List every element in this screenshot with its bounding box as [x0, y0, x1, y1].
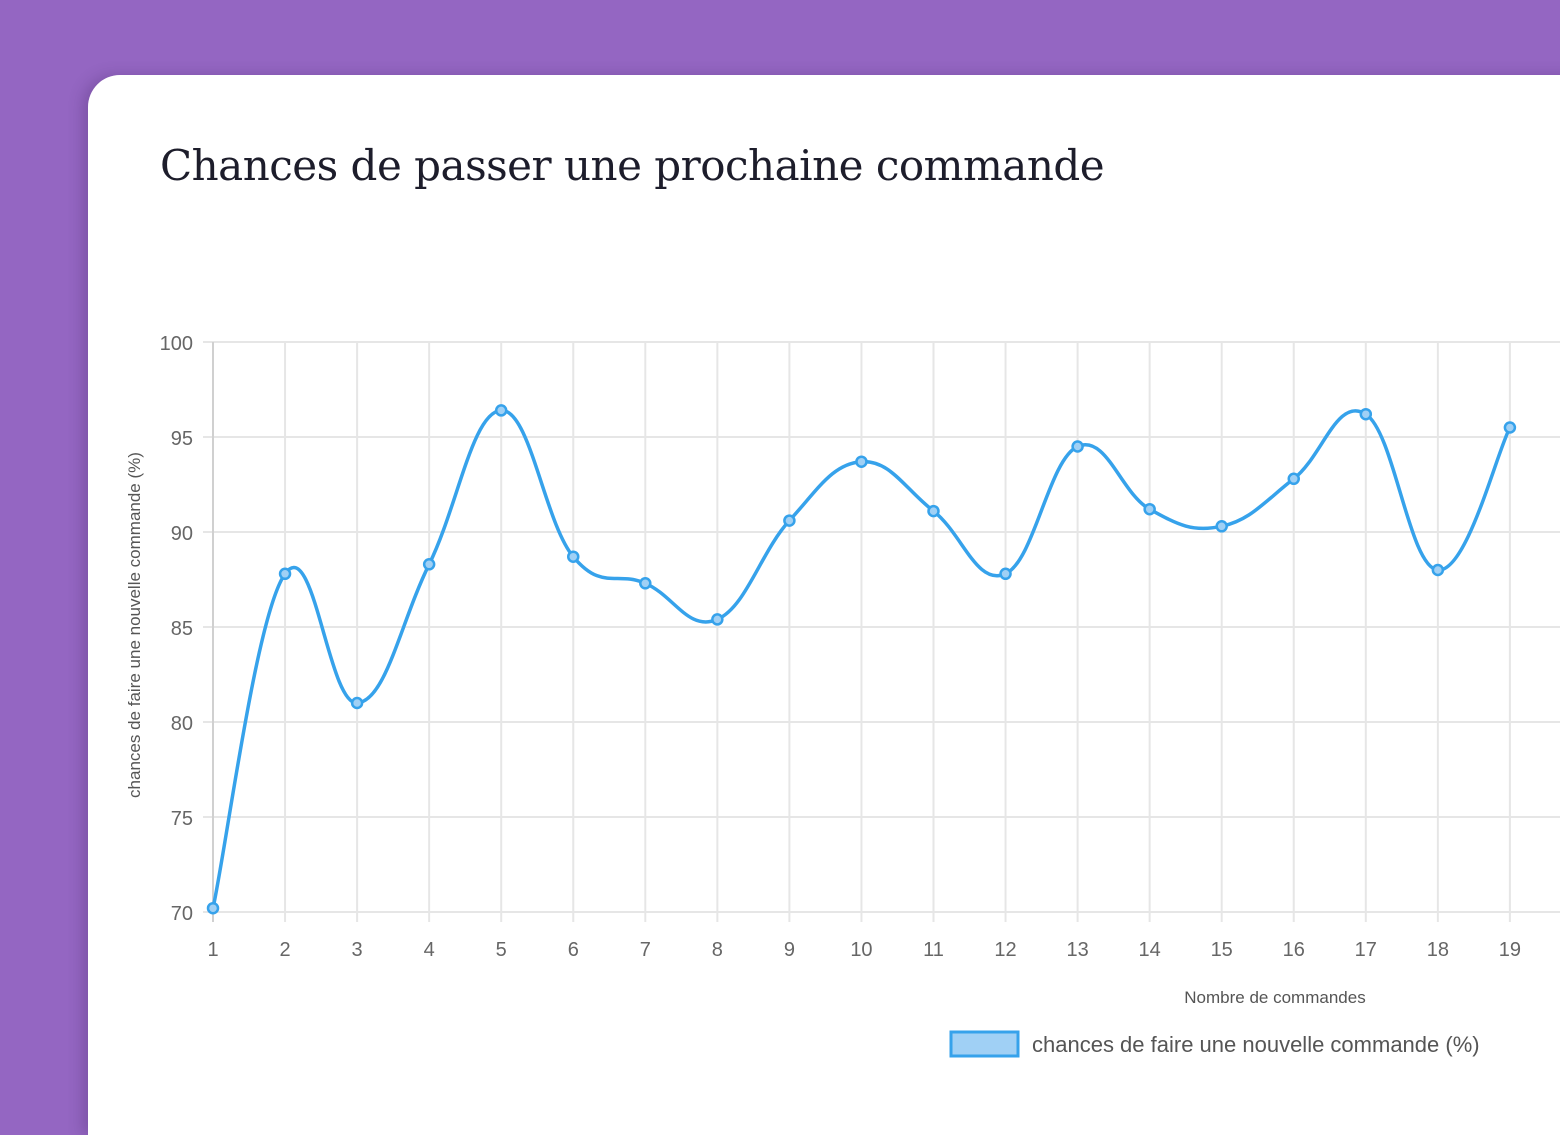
x-tick-label: 11 — [923, 939, 944, 961]
data-point[interactable] — [278, 567, 292, 581]
y-tick-label: 95 — [171, 428, 193, 450]
x-tick-label: 12 — [994, 939, 1016, 961]
data-point[interactable] — [1215, 520, 1228, 533]
legend-label[interactable]: chances de faire une nouvelle commande (… — [1032, 1032, 1480, 1057]
x-tick-label: 2 — [279, 939, 290, 961]
grid — [203, 341, 1560, 922]
legend[interactable]: chances de faire une nouvelle commande (… — [949, 1030, 1480, 1058]
x-tick-label: 13 — [1066, 939, 1088, 961]
data-point[interactable] — [711, 613, 724, 626]
y-tick-label: 80 — [171, 713, 193, 735]
data-point[interactable] — [422, 558, 436, 571]
data-point[interactable] — [1287, 472, 1300, 486]
y-tick-label: 100 — [160, 333, 193, 355]
x-tick-label: 6 — [568, 939, 579, 961]
chart-card: Chances de passer une prochaine commande… — [88, 75, 1560, 1135]
x-tick-label: 9 — [784, 939, 795, 961]
x-tick-label: 19 — [1499, 939, 1521, 961]
data-point[interactable] — [206, 901, 220, 915]
y-tick-label: 70 — [171, 903, 193, 925]
y-axis-title: chances de faire une nouvelle commande (… — [125, 452, 144, 798]
legend-swatch[interactable] — [949, 1030, 1020, 1058]
data-point[interactable] — [639, 577, 652, 590]
data-point[interactable] — [1503, 421, 1517, 434]
data-point[interactable] — [855, 455, 868, 468]
x-tick-label: 8 — [712, 939, 723, 961]
y-tick-label: 75 — [171, 808, 193, 830]
data-point[interactable] — [494, 404, 508, 417]
y-tick-label: 90 — [171, 523, 193, 545]
x-tick-label: 10 — [850, 939, 872, 961]
data-point[interactable] — [1143, 502, 1156, 516]
x-tick-label: 7 — [640, 939, 651, 961]
data-point[interactable] — [1071, 440, 1084, 453]
data-point[interactable] — [783, 514, 796, 527]
x-tick-label: 18 — [1427, 939, 1449, 961]
x-tick-label: 15 — [1211, 939, 1233, 961]
data-point[interactable] — [999, 567, 1012, 581]
series-line-path — [211, 408, 1512, 909]
chart-title: Chances de passer une prochaine commande — [160, 141, 1105, 190]
x-tick-label: 16 — [1283, 939, 1305, 961]
x-tick-label: 5 — [496, 939, 507, 961]
x-axis-ticks: 1 2 3 4 5 6 7 8 9 10 11 12 13 14 15 16 17 18 19 — [207, 939, 1521, 961]
x-tick-label: 1 — [207, 939, 218, 961]
data-point[interactable] — [1431, 563, 1445, 577]
series-line — [206, 404, 1517, 915]
x-tick-label: 14 — [1139, 939, 1161, 961]
x-tick-label: 3 — [352, 939, 363, 961]
y-axis-ticks: 70 75 80 85 90 95 100 — [160, 333, 193, 925]
x-axis-title: Nombre de commandes — [1184, 988, 1365, 1007]
data-point[interactable] — [927, 504, 940, 518]
data-point[interactable] — [1359, 407, 1373, 421]
x-tick-label: 4 — [424, 939, 435, 961]
x-tick-label: 17 — [1355, 939, 1377, 961]
data-point[interactable] — [567, 550, 580, 563]
y-tick-label: 85 — [171, 618, 193, 640]
data-point[interactable] — [350, 696, 364, 710]
